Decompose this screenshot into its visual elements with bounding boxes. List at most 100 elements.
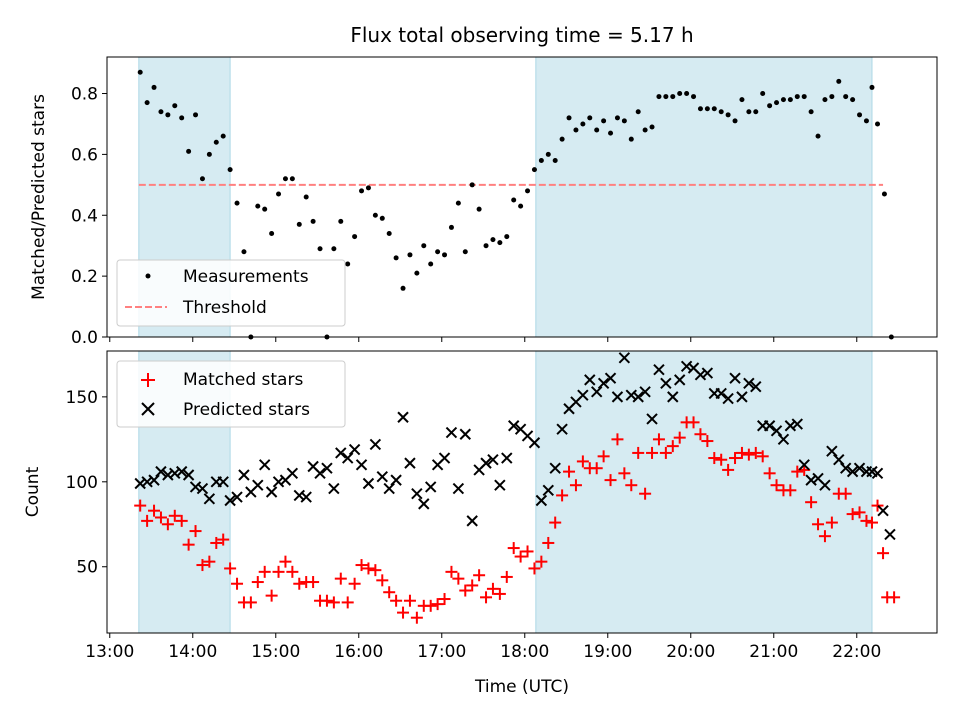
predicted-star-point	[528, 437, 541, 449]
matched-star-point	[182, 538, 195, 551]
measurement-point	[697, 106, 703, 112]
measurement-point	[822, 97, 828, 103]
predicted-star-point	[189, 481, 202, 493]
predicted-star-point	[348, 443, 361, 456]
matched-star-point	[722, 463, 735, 476]
top-legend-box	[116, 259, 346, 327]
matched-star-point	[327, 596, 340, 609]
predicted-star-point	[750, 380, 762, 393]
matched-star-point	[293, 577, 306, 590]
top-y-axis-label: Matched/Predicted stars	[29, 94, 49, 300]
matched-star-point	[865, 516, 878, 529]
matched-star-point	[397, 606, 410, 619]
measurement-point	[303, 194, 309, 200]
matched-star-point	[715, 453, 728, 466]
predicted-star-point	[660, 377, 672, 389]
measurement-point	[559, 136, 565, 142]
measurement-point	[869, 84, 875, 90]
predicted-star-point	[632, 391, 644, 403]
legend-matched-label: Matched stars	[183, 370, 303, 390]
measurement-point	[483, 243, 489, 249]
measurement-point	[857, 112, 863, 118]
measurement-point	[628, 136, 634, 142]
measurement-point	[760, 91, 766, 97]
matched-star-point	[258, 565, 271, 578]
matched-star-point	[431, 598, 444, 611]
matched-star-point	[231, 577, 244, 590]
predicted-star-point	[736, 391, 748, 403]
measurement-point	[843, 94, 849, 100]
matched-star-point	[500, 570, 513, 583]
measurement-point	[794, 94, 800, 100]
matched-star-point	[756, 450, 769, 463]
predicted-star-point	[424, 481, 437, 493]
predicted-star-point	[148, 474, 160, 486]
predicted-star-point	[203, 493, 216, 505]
predicted-star-point	[791, 418, 803, 430]
predicted-star-point	[507, 420, 520, 432]
matched-star-point	[749, 446, 762, 459]
matched-star-point	[825, 516, 838, 529]
predicted-star-point	[535, 494, 548, 507]
measurement-point	[774, 100, 780, 106]
matched-star-point	[549, 516, 562, 529]
predicted-star-point	[680, 360, 693, 372]
legend-threshold-label: Threshold	[182, 298, 267, 318]
measurement-point	[227, 167, 233, 173]
measurement-point	[179, 115, 185, 121]
matched-star-point	[860, 514, 873, 527]
predicted-star-point	[604, 372, 617, 384]
matched-star-point	[189, 525, 202, 538]
measurement-point	[234, 200, 240, 206]
bottom-y-axis-label: Count	[23, 466, 43, 517]
predicted-star-point	[418, 498, 430, 510]
predicted-star-point	[494, 479, 506, 491]
measurement-point	[317, 246, 323, 252]
measurement-point	[587, 115, 593, 121]
measurement-point	[338, 218, 344, 224]
predicted-star-point	[884, 528, 896, 541]
measurement-point	[462, 249, 468, 255]
measurement-point	[601, 118, 607, 124]
x-axis-label: Time (UTC)	[474, 677, 569, 697]
measurement-point	[359, 188, 365, 194]
matched-star-point	[742, 448, 755, 461]
measurement-point	[545, 151, 551, 157]
x-tick-label: 18:00	[500, 642, 549, 662]
predicted-star-point	[182, 469, 195, 481]
predicted-star-point	[701, 367, 714, 379]
predicted-star-point	[328, 482, 340, 495]
matched-star-point	[473, 569, 486, 582]
predicted-star-point	[300, 491, 312, 503]
predicted-star-point	[584, 374, 596, 386]
measurement-point	[780, 97, 786, 103]
predicted-star-point	[877, 504, 889, 517]
matched-star-point	[701, 435, 714, 448]
matched-star-point	[286, 565, 299, 578]
matched-star-point	[597, 450, 610, 463]
predicted-star-point	[231, 491, 243, 503]
predicted-star-point	[798, 459, 810, 471]
top-axes-frame	[106, 56, 938, 338]
predicted-star-point	[722, 392, 734, 405]
predicted-star-point	[542, 484, 554, 497]
matched-star-point	[652, 433, 665, 446]
predicted-star-point	[369, 438, 382, 451]
matched-star-point	[687, 416, 700, 429]
predicted-star-point	[839, 462, 852, 474]
measurement-point	[213, 139, 219, 145]
matched-star-point	[805, 496, 818, 509]
measurement-point	[580, 121, 586, 127]
predicted-star-point	[846, 465, 859, 478]
matched-star-point	[853, 506, 866, 519]
measurement-point	[352, 234, 358, 240]
matched-star-point	[659, 446, 672, 459]
y-tick-label: 0.2	[71, 267, 98, 287]
measurement-point	[379, 215, 385, 221]
matched-star-point	[265, 589, 278, 602]
matched-star-point	[604, 474, 617, 487]
predicted-star-point	[438, 452, 451, 464]
measurement-point	[276, 191, 282, 197]
matched-star-point	[196, 559, 209, 572]
